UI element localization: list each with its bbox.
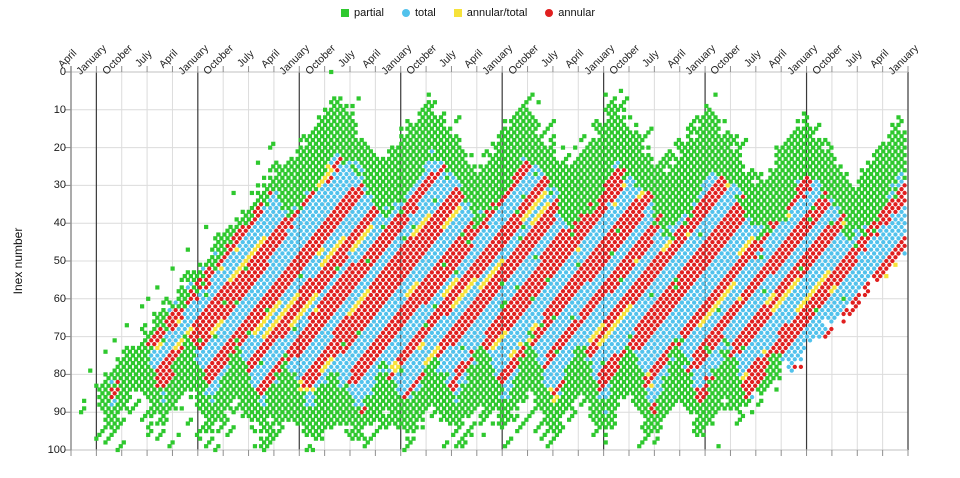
legend-item-partial: partial <box>340 7 384 19</box>
legend-label: partial <box>353 7 384 19</box>
y-tick-label: 50 <box>53 255 66 267</box>
legend-label: annular/total <box>466 7 528 19</box>
legend-label: total <box>414 7 436 19</box>
y-tick-label: 80 <box>53 368 66 381</box>
y-tick-label: 0 <box>59 66 66 78</box>
y-tick-label: 40 <box>53 217 66 230</box>
legend: partial total annular/total annular <box>340 7 595 19</box>
y-tick-label: 10 <box>53 103 66 116</box>
y-axis-title: Inex number <box>11 227 25 295</box>
partial-marker-icon <box>340 9 349 17</box>
annular-marker-icon <box>545 9 554 17</box>
total-marker-icon <box>401 9 410 17</box>
legend-label: annular <box>558 7 596 19</box>
y-tick-label: 20 <box>53 141 66 154</box>
legend-item-annular-total: annular/total <box>453 7 528 19</box>
legend-item-annular: annular <box>545 7 595 19</box>
annular-total-marker-icon <box>453 9 462 17</box>
y-tick-label: 30 <box>53 179 66 192</box>
y-tick-label: 100 <box>47 444 66 456</box>
y-tick-label: 90 <box>53 406 66 419</box>
y-tick-label: 70 <box>53 330 66 343</box>
legend-item-total: total <box>401 7 436 19</box>
y-tick-label: 60 <box>53 292 66 305</box>
